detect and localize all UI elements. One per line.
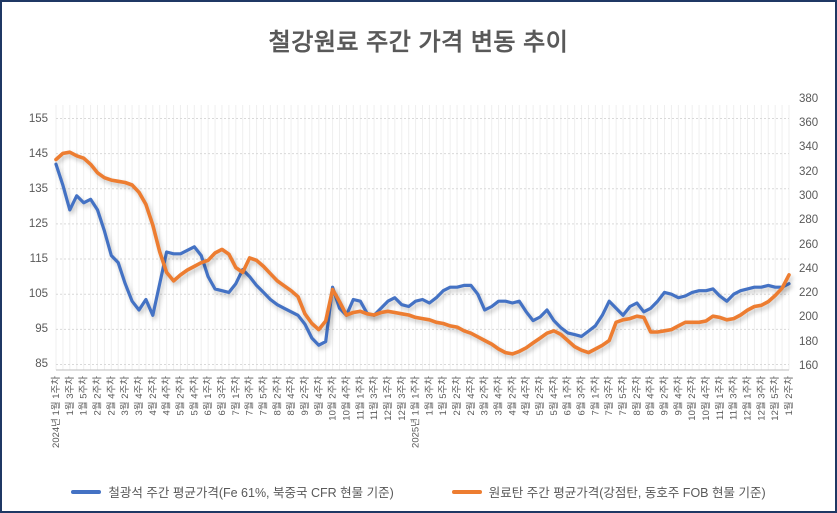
x-axis-label: 5월 2주차 [175,376,187,416]
x-axis-label: 7월 3주차 [244,376,256,416]
x-axis-label: 5월 2주차 [535,376,547,416]
left-axis-tick: 145 [28,147,48,160]
x-axis-label: 6월 3주차 [217,376,228,416]
x-axis-label: 1월 2주차 [784,376,795,416]
x-axis-label: 3월 2주차 [120,376,132,416]
x-axis-label: 9월 2주차 [299,376,311,416]
x-axis-label: 8월 4주차 [645,376,657,416]
x-axis-label: 6월 1주차 [562,376,574,416]
x-axis-label: 11월 3주차 [369,376,381,421]
x-axis-label: 7월 3주차 [604,376,616,416]
left-axis-tick: 135 [28,182,48,195]
coking-coal-series-line [54,150,791,356]
coking-coal-line-marker-icon [451,489,482,494]
x-axis-label: 12월 1주차 [742,376,754,421]
left-axis-tick: 155 [28,112,48,125]
x-axis-label: 2월 4주차 [465,376,477,416]
x-axis-label: 2월 2주차 [452,376,464,416]
x-axis-label: 12월 5주차 [770,376,782,421]
x-axis-label: 12월 3주차 [396,376,408,421]
x-axis-label: 9월 2주차 [659,376,671,416]
x-axis-label: 2월 2주차 [92,376,104,416]
x-axis-label: 7월 1주차 [590,376,602,416]
x-axis-label: 11월 3주차 [728,376,740,421]
x-axis-label: 7월 5주차 [618,376,629,416]
left-axis-tick: 125 [28,217,48,230]
x-axis-label: 11월 1주차 [355,376,367,421]
x-axis-label: 1월 3주차 [424,376,436,416]
x-axis-label: 7월 5주차 [258,376,270,416]
right-axis-tick: 160 [799,360,819,372]
right-axis-tick: 320 [799,165,819,178]
right-axis-tick: 260 [799,238,819,251]
chart-title: 철강원료 주간 가격 변동 추이 [268,29,569,56]
x-axis-label: 1월 3주차 [64,376,76,416]
x-axis-label: 5월 4주차 [548,376,560,416]
legend-label: 철광석 주간 평균가격(Fe 61%, 북중국 CFR 현물 기준) [108,486,394,500]
legend-item-iron-ore: 철광석 주간 평균가격(Fe 61%, 북중국 CFR 현물 기준) [71,482,394,501]
x-axis-label: 11월 1주차 [714,376,726,421]
x-axis-label: 6월 1주차 [203,376,215,416]
right-axis-tick: 200 [799,311,819,324]
legend-item-coking-coal: 원료탄 주간 평균가격(강점탄, 동호주 FOB 현물 기준) [451,482,766,501]
right-axis-tick: 240 [799,262,819,275]
x-axis-label: 3월 4주차 [493,376,505,416]
x-axis-label: 4월 4주차 [161,376,173,416]
iron-ore-series-line [54,162,791,347]
x-axis-label: 2월 4주차 [106,376,118,416]
x-axis-label: 4월 2주차 [147,376,159,416]
x-axis-label: 2025년 1월 1주차 [410,376,422,448]
right-axis-tick: 360 [799,117,819,129]
right-axis-tick: 180 [799,335,819,348]
x-axis-label: 1월 5주차 [78,376,90,416]
iron-ore-line-marker-icon [71,489,102,494]
x-axis-label: 8월 2주차 [631,376,643,416]
x-axis-label: 4월 2주차 [507,376,519,416]
x-axis-label: 2024년 1월 1주차 [51,376,62,448]
right-axis-tick: 300 [799,189,819,202]
right-axis-tick: 220 [799,287,819,300]
left-axis-tick: 85 [35,358,48,371]
x-axis-label: 8월 2주차 [272,376,284,416]
x-axis-label: 10월 4주차 [341,376,353,421]
x-axis-label: 6월 3주차 [576,376,588,416]
x-axis-label: 12월 3주차 [756,376,768,421]
x-axis-label: 3월 2주차 [479,376,491,416]
right-axis-tick: 280 [799,214,819,227]
x-axis-label: 7월 1주차 [230,376,242,416]
x-axis-label: 10월 4주차 [701,376,712,421]
x-axis-label: 12월 1주차 [382,376,394,421]
x-axis-label: 10월 2주차 [687,376,699,421]
x-axis-label: 9월 4주차 [313,376,325,416]
right-axis-tick: 340 [799,141,819,154]
x-axis-label: 8월 4주차 [286,376,298,416]
x-axis-label: 10월 2주차 [327,376,339,421]
left-axis-tick: 105 [28,288,48,301]
legend: 철광석 주간 평균가격(Fe 61%, 북중국 CFR 현물 기준) 원료탄 주간… [2,482,835,501]
x-axis-label: 5월 4주차 [189,376,201,416]
left-axis-tick: 115 [29,253,48,266]
x-axis-label: 3월 4주차 [134,376,145,416]
x-axis-label: 4월 4주차 [521,376,533,416]
left-axis-tick: 95 [35,323,48,336]
legend-label: 원료탄 주간 평균가격(강점탄, 동호주 FOB 현물 기준) [488,486,766,500]
right-axis-tick: 380 [799,92,819,105]
x-axis-label: 1월 5주차 [438,376,450,416]
x-axis-label: 9월 4주차 [673,376,685,416]
